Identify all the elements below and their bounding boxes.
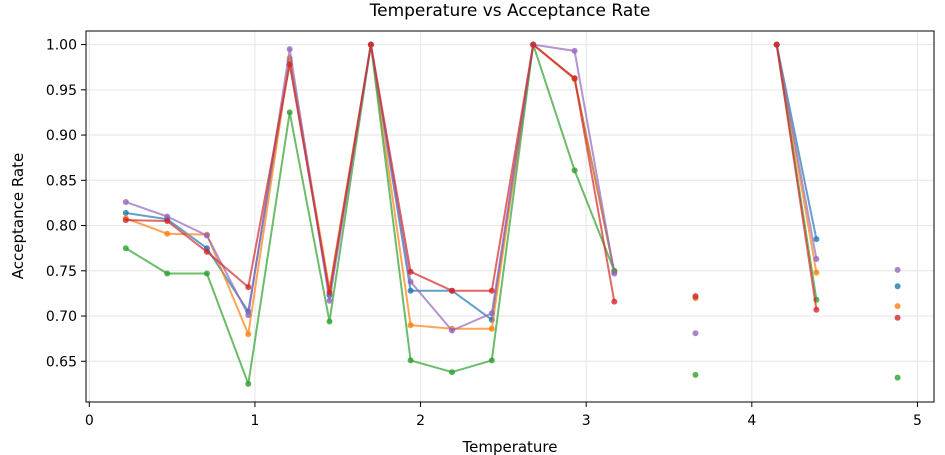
data-point [407, 357, 414, 364]
data-point [326, 289, 333, 296]
data-point [813, 256, 820, 262]
data-point [203, 232, 210, 239]
plot-frame [85, 30, 935, 403]
x-tick-label: 1 [250, 413, 259, 429]
data-point [894, 283, 901, 290]
data-point [407, 268, 414, 275]
y-tick-label: 0.80 [46, 219, 77, 235]
data-point [813, 269, 820, 276]
series-layer [122, 41, 901, 387]
data-point [245, 312, 252, 319]
x-tick-label: 3 [582, 413, 591, 429]
data-point [571, 47, 578, 54]
data-point [326, 297, 333, 304]
data-point [894, 374, 901, 381]
data-point [692, 293, 699, 300]
data-point [367, 41, 374, 48]
y-tick-label: 0.95 [46, 83, 77, 99]
data-point [571, 167, 578, 174]
x-axis-label: Temperature [461, 438, 557, 455]
data-point [571, 75, 578, 82]
chart-title: Temperature vs Acceptance Rate [369, 1, 651, 21]
data-point [203, 248, 210, 255]
data-point [449, 287, 455, 294]
data-point [611, 298, 618, 305]
data-point [122, 245, 129, 252]
data-point [488, 357, 495, 364]
data-point [813, 306, 820, 313]
y-axis-label: Acceptance Rate [9, 153, 27, 279]
data-point [530, 41, 537, 48]
x-tick-label: 0 [85, 413, 94, 429]
data-point [407, 278, 414, 285]
series-5 [122, 41, 901, 321]
data-point [164, 213, 171, 220]
data-point [894, 314, 901, 321]
data-point [164, 270, 171, 277]
data-point [286, 61, 293, 68]
y-tick-label: 0.70 [46, 309, 77, 325]
y-tick-label: 0.90 [46, 128, 77, 144]
data-point [488, 325, 495, 332]
data-point [245, 284, 252, 291]
data-point [164, 230, 171, 237]
data-point [407, 322, 414, 329]
series-line [775, 44, 818, 260]
data-point [122, 217, 129, 224]
data-point [488, 287, 495, 294]
x-tick-label: 4 [747, 413, 756, 429]
data-point [245, 331, 252, 338]
data-point [407, 287, 414, 294]
data-point [488, 310, 495, 317]
data-point [449, 369, 455, 376]
data-point [122, 209, 129, 216]
data-point [286, 109, 293, 116]
x-tick-label: 5 [913, 413, 922, 429]
x-tick-label: 2 [416, 413, 425, 429]
y-tick-label: 1.00 [46, 38, 77, 54]
data-point [813, 236, 820, 243]
y-tick-label: 0.75 [46, 264, 77, 280]
data-point [286, 46, 293, 53]
series-line [775, 44, 818, 310]
data-point [245, 380, 252, 387]
y-tick-label: 0.85 [46, 173, 77, 189]
data-point [692, 371, 699, 378]
data-point [894, 303, 901, 310]
axis-ticks: 0 1 2 3 4 5 0.65 0.70 0.75 0.80 0.85 0.90 0.95 1.00 [46, 38, 922, 429]
y-tick-label: 0.65 [46, 354, 77, 370]
data-point [692, 330, 699, 337]
data-point [773, 41, 780, 48]
data-point [894, 266, 901, 273]
data-point [449, 327, 455, 334]
data-point [326, 318, 333, 325]
data-point [611, 270, 618, 277]
data-point [122, 199, 129, 205]
data-point [203, 270, 210, 277]
data-point [164, 218, 171, 224]
